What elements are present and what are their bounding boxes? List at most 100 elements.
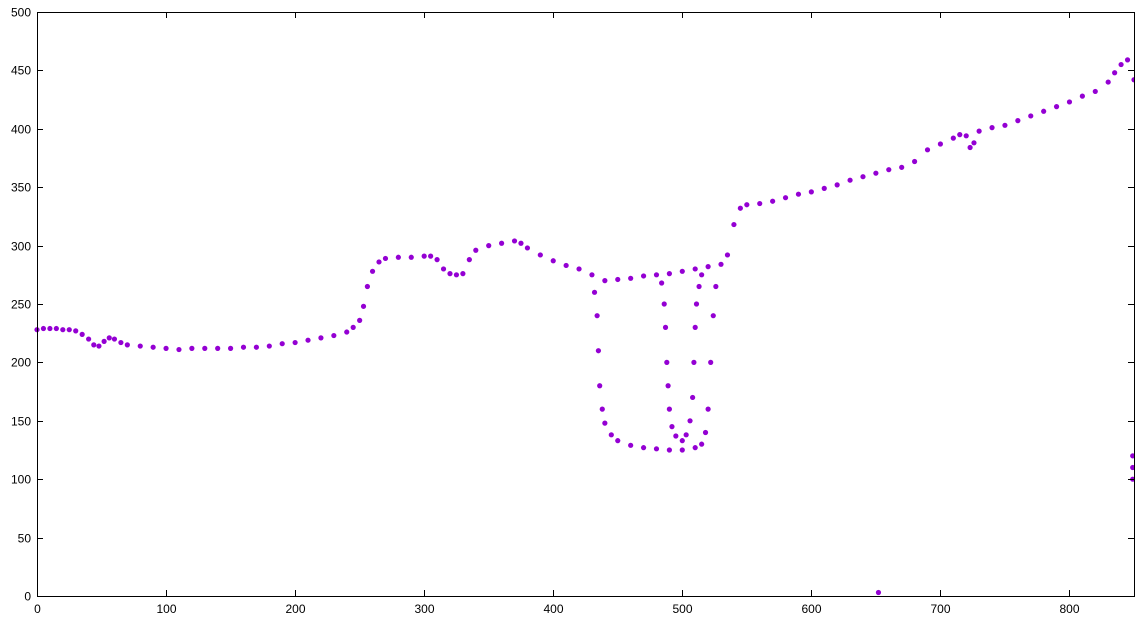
data-point xyxy=(266,343,272,349)
y-tick-label: 200 xyxy=(11,356,31,370)
data-point xyxy=(628,275,634,281)
data-point xyxy=(873,170,879,176)
x-axis: 0 100 200 300 400 500 600 700 800 xyxy=(34,12,1080,616)
data-point xyxy=(599,406,605,412)
data-point xyxy=(653,446,660,452)
data-point xyxy=(253,344,259,350)
x-tick-label: 300 xyxy=(414,602,434,616)
data-point xyxy=(693,301,700,307)
data-point xyxy=(1053,104,1060,110)
data-point xyxy=(594,313,600,319)
data-point xyxy=(957,132,963,138)
data-point xyxy=(699,272,705,278)
x-tick-label: 100 xyxy=(156,602,176,616)
data-point xyxy=(834,182,840,188)
data-point xyxy=(795,191,802,197)
x-tick-label: 700 xyxy=(930,602,950,616)
y-tick-label: 100 xyxy=(11,473,31,487)
data-point xyxy=(79,331,85,337)
data-point xyxy=(679,438,685,444)
data-point xyxy=(659,280,665,286)
data-point xyxy=(591,289,598,295)
data-point xyxy=(240,344,247,350)
data-point xyxy=(344,329,350,335)
data-point xyxy=(937,141,944,147)
data-point xyxy=(511,238,518,244)
data-point xyxy=(215,345,221,351)
data-point xyxy=(664,359,670,365)
data-point xyxy=(808,189,814,195)
data-point xyxy=(292,339,298,346)
y-tick-label: 450 xyxy=(11,64,31,78)
data-point xyxy=(782,195,789,201)
data-point xyxy=(724,252,731,258)
data-point xyxy=(227,345,234,351)
data-point xyxy=(692,266,698,272)
data-point xyxy=(595,348,602,354)
data-point xyxy=(710,313,716,319)
data-point xyxy=(91,342,97,348)
data-point xyxy=(47,325,53,332)
data-point xyxy=(679,447,685,453)
data-point xyxy=(875,589,882,596)
data-point xyxy=(279,341,285,347)
data-point xyxy=(963,133,969,139)
data-point xyxy=(691,359,697,365)
data-point xyxy=(395,254,401,260)
data-point xyxy=(318,335,324,341)
data-point xyxy=(692,445,698,451)
data-point xyxy=(653,272,660,278)
data-point xyxy=(202,345,208,351)
data-point xyxy=(662,324,669,330)
data-point xyxy=(176,346,182,353)
data-point xyxy=(40,325,47,332)
data-point xyxy=(106,335,112,341)
data-point xyxy=(1066,99,1073,105)
data-point xyxy=(899,164,905,170)
data-point xyxy=(731,221,737,228)
data-point xyxy=(666,447,672,453)
data-point xyxy=(421,253,427,259)
data-point xyxy=(369,268,376,274)
data-point xyxy=(683,432,689,438)
data-point xyxy=(518,240,524,246)
data-point xyxy=(360,303,367,309)
data-point xyxy=(744,202,750,208)
data-point xyxy=(860,174,866,180)
data-point xyxy=(1015,118,1021,124)
x-tick-label: 400 xyxy=(543,602,563,616)
data-point xyxy=(118,339,124,346)
data-point xyxy=(687,418,693,424)
data-point xyxy=(669,424,675,430)
data-point xyxy=(447,271,453,277)
data-point xyxy=(665,383,671,389)
data-point xyxy=(305,337,311,343)
data-point xyxy=(1028,113,1034,119)
data-point xyxy=(486,243,492,249)
data-point xyxy=(466,257,472,263)
data-point xyxy=(602,420,608,426)
data-point xyxy=(428,253,434,259)
data-point xyxy=(382,255,389,262)
data-point xyxy=(1041,108,1047,114)
data-point xyxy=(73,328,79,334)
data-point xyxy=(331,332,337,339)
plot-frame xyxy=(37,12,1135,597)
y-axis: 0 50 100 150 200 250 300 350 400 450 500 xyxy=(11,6,1134,604)
data-point xyxy=(111,336,118,342)
data-point xyxy=(666,406,672,412)
data-point xyxy=(550,258,556,264)
data-point xyxy=(96,343,102,349)
data-point xyxy=(1130,453,1135,459)
data-point xyxy=(453,272,460,278)
data-point xyxy=(124,342,130,348)
data-point xyxy=(886,167,892,173)
data-point xyxy=(640,273,647,279)
data-point xyxy=(967,144,973,151)
y-tick-label: 400 xyxy=(11,123,31,137)
data-point xyxy=(608,432,614,438)
data-point xyxy=(692,324,698,330)
x-tick-label: 0 xyxy=(34,602,41,616)
data-point xyxy=(924,147,931,153)
